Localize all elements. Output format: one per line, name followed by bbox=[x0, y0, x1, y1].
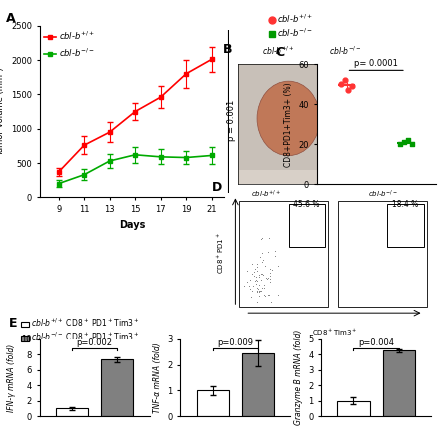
Point bbox=[341, 77, 348, 84]
Text: D: D bbox=[212, 181, 222, 194]
Text: p=0.004: p=0.004 bbox=[358, 338, 394, 347]
Bar bbox=[197, 390, 229, 416]
Y-axis label: TNF-α mRNA (fold): TNF-α mRNA (fold) bbox=[153, 342, 162, 413]
Bar bbox=[239, 202, 328, 307]
Ellipse shape bbox=[257, 81, 320, 156]
Point bbox=[337, 81, 344, 88]
Point bbox=[349, 83, 356, 90]
Text: p = 0.001: p = 0.001 bbox=[227, 100, 235, 141]
Bar bbox=[238, 170, 387, 184]
Text: $cbl$-$b^{+/+}$: $cbl$-$b^{+/+}$ bbox=[251, 189, 281, 200]
Bar bbox=[387, 204, 424, 247]
Text: p=0.002: p=0.002 bbox=[77, 338, 113, 347]
Point bbox=[396, 141, 403, 148]
Text: C: C bbox=[275, 46, 284, 59]
Bar bbox=[383, 350, 415, 416]
Bar bbox=[101, 360, 133, 416]
Y-axis label: Granzyme B mRNA (fold): Granzyme B mRNA (fold) bbox=[293, 330, 303, 425]
Y-axis label: CD8+PD1+Tim3+ (%): CD8+PD1+Tim3+ (%) bbox=[284, 82, 293, 167]
Text: A: A bbox=[6, 12, 16, 25]
Y-axis label: Tumor Volume (mm³): Tumor Volume (mm³) bbox=[0, 67, 5, 156]
Text: E: E bbox=[9, 317, 17, 330]
Text: p=0.009: p=0.009 bbox=[217, 338, 253, 347]
Point bbox=[408, 141, 415, 148]
Text: p= 0.0001: p= 0.0001 bbox=[354, 59, 398, 68]
Point bbox=[400, 139, 407, 146]
Bar bbox=[337, 401, 370, 416]
Text: CD8$^+$PD1$^+$: CD8$^+$PD1$^+$ bbox=[215, 232, 226, 274]
Bar bbox=[289, 204, 326, 247]
Text: $cbl$-$b^{-/-}$: $cbl$-$b^{-/-}$ bbox=[329, 44, 362, 57]
Legend: $cbl$-$b^{+/+}$ CD8$^+$ PD1$^+$Tim3$^+$, $cbl$-$b^{-/-}$ CD8$^+$ PD1$^+$Tim3$^+$: $cbl$-$b^{+/+}$ CD8$^+$ PD1$^+$Tim3$^+$,… bbox=[22, 317, 140, 343]
Bar bbox=[56, 408, 88, 416]
Bar bbox=[338, 202, 428, 307]
Legend: $cbl$-$b^{+/+}$, $cbl$-$b^{-/-}$: $cbl$-$b^{+/+}$, $cbl$-$b^{-/-}$ bbox=[268, 13, 313, 39]
Bar bbox=[242, 353, 274, 416]
Point bbox=[345, 87, 352, 94]
Text: $cbl$-$b^{-/-}$: $cbl$-$b^{-/-}$ bbox=[368, 189, 398, 200]
Ellipse shape bbox=[329, 99, 362, 145]
Text: B: B bbox=[223, 43, 232, 56]
Point bbox=[404, 137, 411, 144]
Y-axis label: IFN-γ mRNA (fold): IFN-γ mRNA (fold) bbox=[7, 343, 16, 412]
X-axis label: Days: Days bbox=[119, 220, 145, 230]
Text: $cbl$-$b^{+/+}$: $cbl$-$b^{+/+}$ bbox=[262, 44, 294, 57]
Text: 18.4 %: 18.4 % bbox=[392, 200, 418, 209]
Text: CD8$^+$Tim3$^+$: CD8$^+$Tim3$^+$ bbox=[312, 328, 357, 338]
Text: 45.6 %: 45.6 % bbox=[293, 200, 320, 209]
Legend: $cbl$-$b^{+/+}$, $cbl$-$b^{-/-}$: $cbl$-$b^{+/+}$, $cbl$-$b^{-/-}$ bbox=[44, 30, 95, 59]
